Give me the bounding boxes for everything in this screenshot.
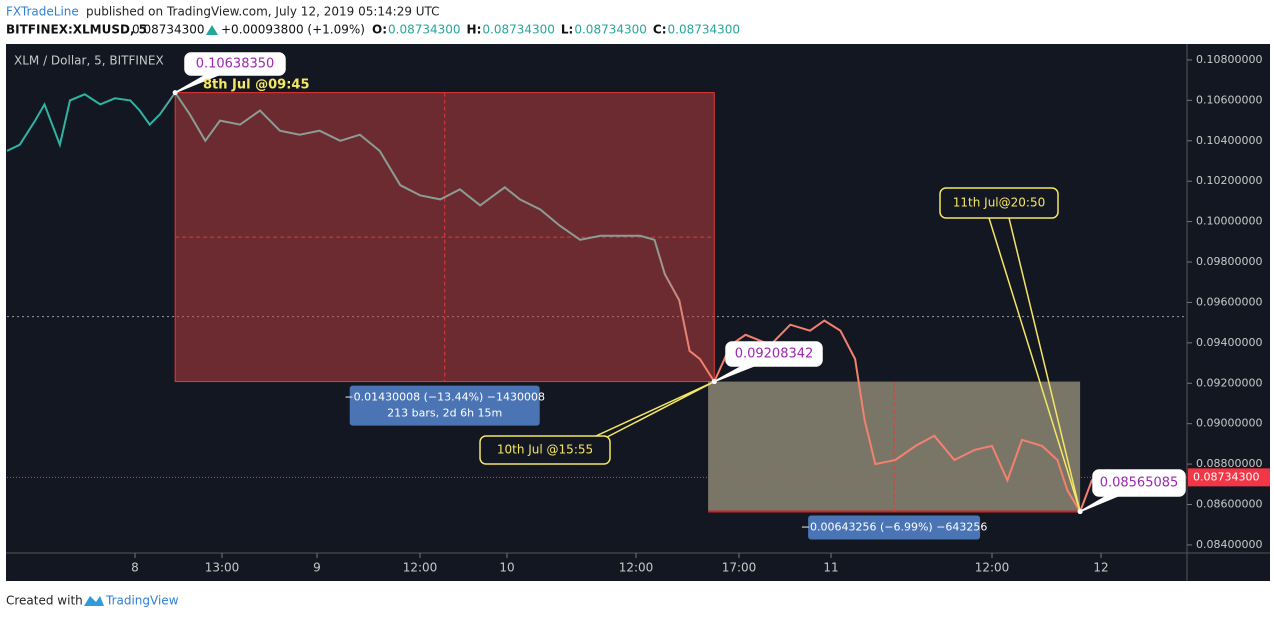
- measure-label: −0.00643256 (−6.99%) −643256: [801, 521, 988, 534]
- ohlc-label: C:: [653, 23, 667, 37]
- chart: 0.08400000 0.08600000 0.08800000 0.09000000…: [6, 52, 1270, 575]
- symbol: BITFINEX:XLMUSD, 5: [6, 23, 147, 37]
- annotation-box: [725, 341, 823, 367]
- ohlc-value: 0.08734300: [388, 23, 461, 37]
- y-tick-label: 0.10000000: [1196, 215, 1262, 228]
- ohlc-label: H:: [467, 23, 482, 37]
- ohlc-value: 0.08734300: [668, 23, 741, 37]
- measure-label: −0.01430008 (−13.44%) −1430008: [344, 391, 545, 404]
- ohlc-value: 0.08734300: [574, 23, 647, 37]
- last-price-tag: [1188, 468, 1270, 487]
- publisher[interactable]: FXTradeLine: [6, 5, 79, 19]
- x-tick-label: 12:00: [403, 561, 438, 575]
- annotation-box: [1092, 469, 1186, 497]
- annotation-text: 0.10638350: [196, 57, 275, 72]
- up-arrow: [206, 25, 218, 35]
- tv-logo: [84, 596, 104, 606]
- x-tick-label: 17:00: [722, 561, 757, 575]
- y-tick-label: 0.09600000: [1196, 295, 1262, 308]
- y-tick-label: 0.09200000: [1196, 376, 1262, 389]
- annotation-text: 8th Jul @09:45: [203, 78, 310, 93]
- annotation-point: [172, 90, 178, 96]
- annotation-box: [939, 187, 1059, 219]
- ohlc: O: 0.08734300 H: 0.08734300 L: 0.08734300 C: 0.…: [372, 23, 740, 37]
- price-line: [6, 90, 1123, 514]
- measure-label-bg: [808, 515, 981, 540]
- y-tick-label: 0.09400000: [1196, 336, 1262, 349]
- annotation-text: 0.08565085: [1100, 476, 1179, 491]
- x-tick-label: 12:00: [619, 561, 654, 575]
- y-tick-label: 0.08400000: [1196, 538, 1262, 551]
- annotation-box: [479, 435, 611, 465]
- ohlc-label: O:: [372, 23, 387, 37]
- x-tick-label: 9: [313, 561, 321, 575]
- annotation-point: [1077, 509, 1083, 515]
- y-tick-label: 0.10400000: [1196, 134, 1262, 147]
- ohlc-label: L:: [561, 23, 573, 37]
- annotation-box: [184, 52, 286, 76]
- y-tick-label: 0.09800000: [1196, 255, 1262, 268]
- ohlc-value: 0.08734300: [482, 23, 555, 37]
- annotation-text: 11th Jul@20:50: [953, 196, 1045, 210]
- x-tick-label: 8: [131, 561, 139, 575]
- chart-title: XLM / Dollar, 5, BITFINEX: [14, 54, 164, 68]
- measure-label-bg: [349, 385, 540, 426]
- change: +0.00093800 (+1.09%): [221, 23, 365, 37]
- footer-created: Created with: [6, 594, 83, 608]
- x-tick-label: 12: [1093, 561, 1108, 575]
- published: published on TradingView.com, July 12, 2…: [86, 5, 440, 19]
- x-tick-label: 10: [499, 561, 514, 575]
- measure-label: 213 bars, 2d 6h 15m: [387, 407, 502, 420]
- annotation-text: 10th Jul @15:55: [497, 443, 593, 457]
- y-tick-label: 0.08800000: [1196, 457, 1262, 470]
- y-tick-label: 0.09000000: [1196, 417, 1262, 430]
- x-tick-label: 11: [823, 561, 838, 575]
- y-tick-label: 0.08600000: [1196, 498, 1262, 511]
- y-tick-label: 0.10800000: [1196, 53, 1262, 66]
- annotation-point: [711, 379, 717, 385]
- y-tick-label: 0.10600000: [1196, 93, 1262, 106]
- footer-brand[interactable]: TradingView: [105, 594, 179, 608]
- last-price-label: 0.08734300: [1193, 470, 1259, 483]
- x-tick-label: 12:00: [975, 561, 1010, 575]
- x-tick-label: 13:00: [205, 561, 240, 575]
- annotation-text: 0.09208342: [735, 347, 814, 362]
- price: 0.08734300: [132, 23, 205, 37]
- y-tick-label: 0.10200000: [1196, 174, 1262, 187]
